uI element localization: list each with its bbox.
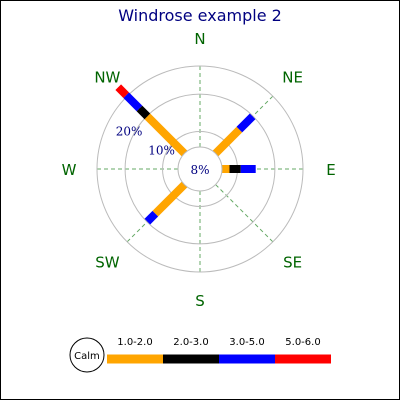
- calm-value: 8%: [190, 163, 209, 177]
- leg-nw-5.0-6.0: [115, 84, 130, 99]
- range-ring-2: [124, 93, 276, 245]
- calm-circle: [177, 146, 223, 192]
- direction-label-sw: SW: [95, 254, 120, 272]
- direction-label-w: W: [62, 161, 77, 179]
- legend-calm-label: Calm: [74, 351, 100, 362]
- legend-calm-circle: [69, 337, 105, 373]
- legend-bin-label: 2.0-3.0: [173, 337, 208, 348]
- radial-tick-label: 10%: [148, 143, 175, 157]
- direction-label-s: S: [195, 292, 205, 310]
- leg-nw-2.0-3.0: [136, 105, 151, 120]
- leg-ne-3.0-5.0: [236, 113, 256, 133]
- legend-bin-label: 3.0-5.0: [229, 337, 264, 348]
- legend-bin-label: 5.0-6.0: [285, 337, 320, 348]
- leg-nw-3.0-5.0: [123, 92, 143, 112]
- legend-bin-label: 1.0-2.0: [117, 337, 152, 348]
- direction-label-se: SE: [283, 254, 302, 272]
- direction-label-n: N: [194, 30, 205, 48]
- legend-swatch: [107, 354, 163, 364]
- outer-ring: [96, 65, 304, 273]
- chart-title: Windrose example 2: [118, 6, 282, 25]
- legend-swatch: [219, 354, 275, 364]
- leg-sw-1.0-2.0: [152, 181, 188, 217]
- direction-label-ne: NE: [282, 68, 303, 86]
- radial-tick-label: 20%: [116, 125, 143, 139]
- legend-swatch: [163, 354, 219, 364]
- legend-swatch: [275, 354, 331, 364]
- leg-ne-1.0-2.0: [212, 126, 243, 157]
- direction-label-e: E: [326, 161, 335, 179]
- axis-line-se: [215, 184, 274, 243]
- leg-nw-1.0-2.0: [144, 113, 188, 157]
- leg-sw-3.0-5.0: [144, 210, 159, 225]
- direction-label-nw: NW: [94, 68, 120, 86]
